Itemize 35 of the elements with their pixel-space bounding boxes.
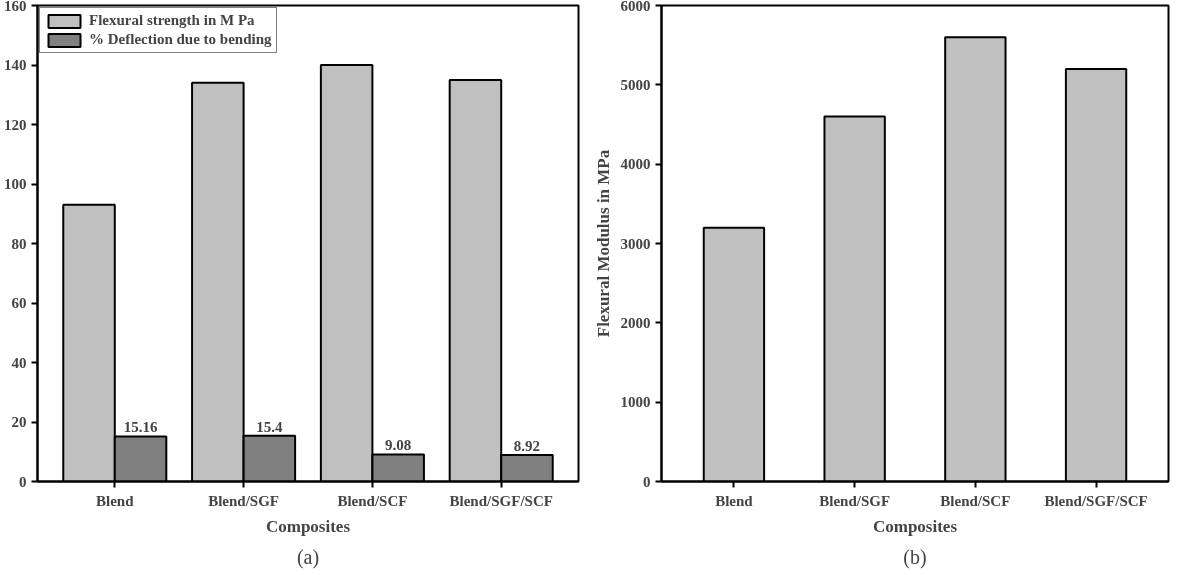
y-tick-label: 100 xyxy=(4,176,27,192)
x-tick-label: Blend/SGF xyxy=(819,492,891,509)
y-tick-label: 0 xyxy=(19,473,27,490)
x-tick-label: Blend/SGF/SCF xyxy=(449,492,553,509)
legend-label: % Deflection due to bending xyxy=(89,31,272,48)
y-tick-label: 40 xyxy=(11,354,27,371)
y-tick-label: 20 xyxy=(11,414,27,430)
y-tick-label: 3000 xyxy=(620,235,651,252)
x-tick-label: Blend/SGF/SCF xyxy=(1044,492,1148,509)
x-axis-title: Composites xyxy=(872,516,958,536)
data-label: 15.16 xyxy=(123,419,158,436)
y-tick-label: 120 xyxy=(4,116,27,133)
y-tick-label: 2000 xyxy=(620,314,651,331)
x-axis-title: Composites xyxy=(265,516,351,536)
data-label: 9.08 xyxy=(385,437,412,454)
y-tick-label: 1000 xyxy=(620,394,651,411)
y-tick-label: 5000 xyxy=(620,76,651,93)
legend-label: Flexural strength in M Pa xyxy=(89,12,255,29)
y-tick-label: 0 xyxy=(643,473,651,490)
text: (b) xyxy=(903,545,927,569)
y-tick-label: 6000 xyxy=(620,0,651,14)
data-label: 15.4 xyxy=(256,418,283,435)
x-tick-label: Blend xyxy=(715,492,754,509)
text: (a) xyxy=(296,545,320,569)
y-tick-label: 160 xyxy=(4,0,27,14)
y-tick-label: 140 xyxy=(4,57,27,73)
x-tick-label: Blend/SCF xyxy=(940,492,1011,509)
y-tick-label: 60 xyxy=(11,295,27,311)
data-label: 8.92 xyxy=(513,437,541,454)
x-tick-label: Blend xyxy=(96,492,135,509)
x-tick-label: Blend/SGF xyxy=(208,492,280,509)
y-tick-label: 80 xyxy=(11,235,27,252)
x-tick-label: Blend/SCF xyxy=(337,492,408,509)
y-axis-title: Flexural Modulus in MPa xyxy=(593,149,613,338)
y-tick-label: 4000 xyxy=(620,156,651,173)
